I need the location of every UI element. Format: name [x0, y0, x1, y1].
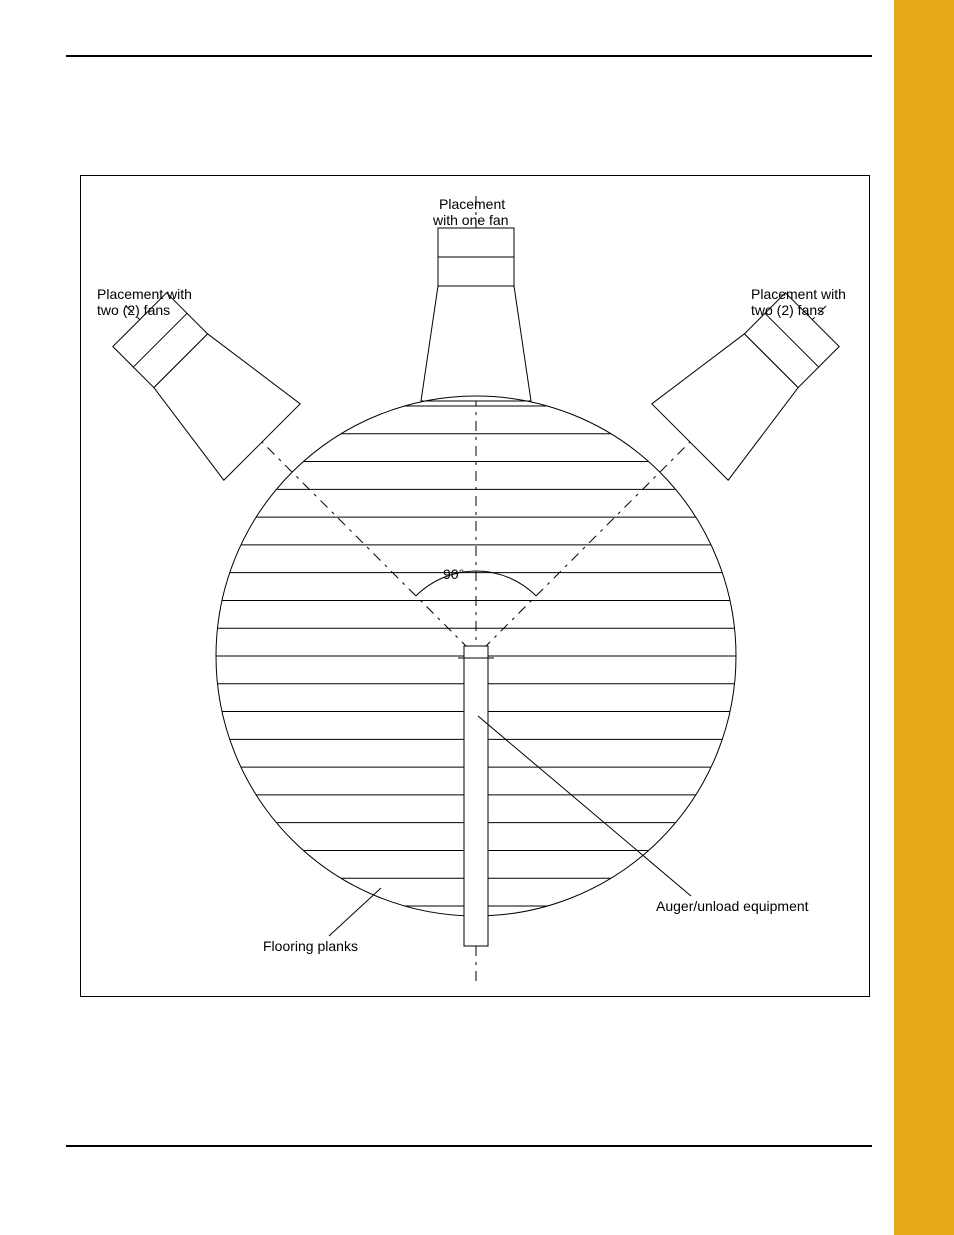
label-two-left-line2: two (2) fans — [97, 302, 170, 319]
right-side-bar — [894, 0, 954, 1235]
label-two-left-line1: Placement with — [97, 286, 192, 303]
leader-flooring — [329, 888, 381, 936]
figure-frame: Placement with one fan Placement with tw… — [80, 175, 870, 997]
label-angle: 90° — [443, 566, 464, 583]
page: Placement with one fan Placement with tw… — [0, 0, 954, 1235]
auger — [464, 646, 488, 946]
rule-top — [66, 55, 872, 57]
label-one-fan-line2: with one fan — [433, 212, 509, 229]
label-flooring-planks: Flooring planks — [263, 938, 358, 955]
label-two-right-line2: two (2) fans — [751, 302, 824, 319]
rule-bottom — [66, 1145, 872, 1147]
label-auger: Auger/unload equipment — [656, 898, 809, 915]
label-one-fan-line1: Placement — [439, 196, 505, 213]
top-fan-neck — [421, 286, 531, 401]
leader-auger — [478, 716, 691, 896]
label-two-right-line1: Placement with — [751, 286, 846, 303]
